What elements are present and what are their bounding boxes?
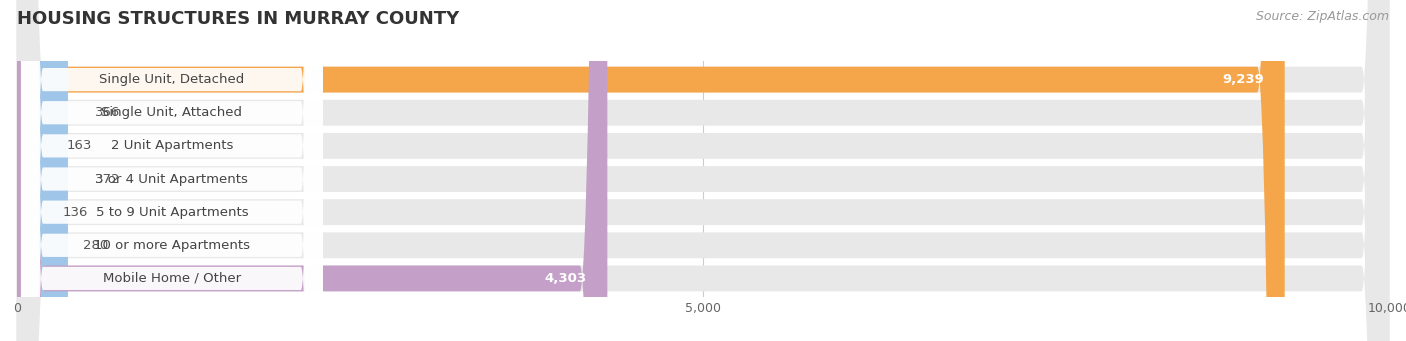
Text: 280: 280 <box>83 239 108 252</box>
Text: Source: ZipAtlas.com: Source: ZipAtlas.com <box>1256 10 1389 23</box>
Text: 163: 163 <box>66 139 91 152</box>
Text: Single Unit, Attached: Single Unit, Attached <box>101 106 242 119</box>
FancyBboxPatch shape <box>17 0 1389 341</box>
Text: Mobile Home / Other: Mobile Home / Other <box>103 272 240 285</box>
Text: 366: 366 <box>94 106 120 119</box>
FancyBboxPatch shape <box>17 0 67 341</box>
Text: HOUSING STRUCTURES IN MURRAY COUNTY: HOUSING STRUCTURES IN MURRAY COUNTY <box>17 10 460 28</box>
FancyBboxPatch shape <box>21 0 323 341</box>
FancyBboxPatch shape <box>21 0 323 341</box>
FancyBboxPatch shape <box>17 0 55 341</box>
Text: 10 or more Apartments: 10 or more Apartments <box>94 239 250 252</box>
FancyBboxPatch shape <box>17 0 1389 341</box>
Text: 372: 372 <box>96 173 121 186</box>
FancyBboxPatch shape <box>21 0 323 341</box>
FancyBboxPatch shape <box>17 0 1389 341</box>
Text: 136: 136 <box>63 206 89 219</box>
Text: Single Unit, Detached: Single Unit, Detached <box>100 73 245 86</box>
FancyBboxPatch shape <box>21 0 323 341</box>
Text: 4,303: 4,303 <box>544 272 586 285</box>
Text: 5 to 9 Unit Apartments: 5 to 9 Unit Apartments <box>96 206 249 219</box>
FancyBboxPatch shape <box>11 0 45 341</box>
Text: 2 Unit Apartments: 2 Unit Apartments <box>111 139 233 152</box>
FancyBboxPatch shape <box>17 0 1389 341</box>
FancyBboxPatch shape <box>21 0 323 341</box>
Text: 3 or 4 Unit Apartments: 3 or 4 Unit Apartments <box>96 173 249 186</box>
FancyBboxPatch shape <box>21 0 323 341</box>
FancyBboxPatch shape <box>17 0 1389 341</box>
FancyBboxPatch shape <box>8 0 45 341</box>
FancyBboxPatch shape <box>21 0 323 341</box>
FancyBboxPatch shape <box>17 0 67 341</box>
FancyBboxPatch shape <box>17 0 607 341</box>
FancyBboxPatch shape <box>17 0 1389 341</box>
Text: 9,239: 9,239 <box>1222 73 1264 86</box>
FancyBboxPatch shape <box>17 0 1389 341</box>
FancyBboxPatch shape <box>17 0 1285 341</box>
